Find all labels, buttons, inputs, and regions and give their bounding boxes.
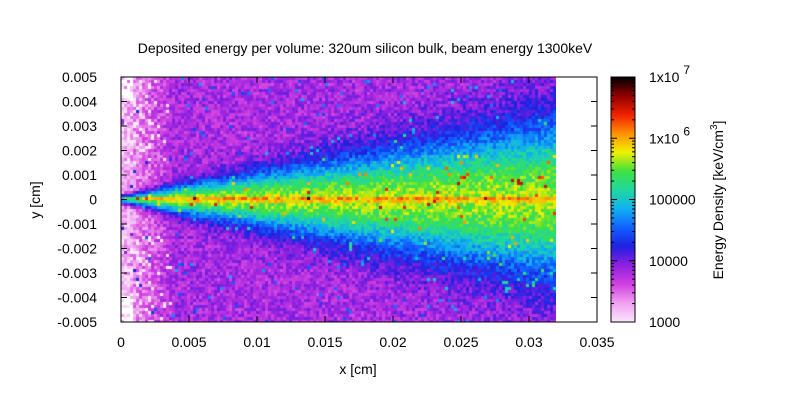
colorbar-tick-label: 10000 — [649, 253, 688, 269]
colorbar-label-close: ] — [710, 121, 726, 125]
x-tick-label: 0.035 — [579, 334, 614, 350]
x-axis: 0 0.005 0.01 0.015 0.02 0.025 0.03 0.035 — [117, 77, 615, 350]
x-tick-label: 0.02 — [379, 334, 406, 350]
colorbar-label: Energy Density [keV/cm3] — [709, 121, 726, 280]
x-tick-label: 0.025 — [443, 334, 478, 350]
y-tick-label: 0.004 — [62, 94, 97, 110]
y-tick-label: 0.001 — [62, 167, 97, 183]
x-tick-label: 0 — [117, 334, 125, 350]
y-tick-label: 0 — [89, 192, 97, 208]
x-tick-label: 0.03 — [515, 334, 542, 350]
y-tick-label: -0.004 — [57, 290, 97, 306]
x-axis-label: x [cm] — [339, 361, 376, 377]
y-tick-label: -0.002 — [57, 241, 97, 257]
x-tick-label: 0.01 — [243, 334, 270, 350]
y-tick-label: 0.003 — [62, 118, 97, 134]
y-tick-label: 0.002 — [62, 143, 97, 159]
y-axis-label: y [cm] — [27, 181, 43, 218]
y-tick-label: -0.003 — [57, 265, 97, 281]
y-tick-label: 0.005 — [62, 69, 97, 85]
colorbar-tick-label: 100000 — [649, 192, 696, 208]
chart-title: Deposited energy per volume: 320um silic… — [138, 40, 593, 56]
colorbar-tick-label: 1x10 6 — [649, 124, 690, 146]
colorbar-tick-label: 1000 — [649, 314, 680, 330]
x-tick-label: 0.005 — [171, 334, 206, 350]
x-tick-label: 0.015 — [307, 334, 342, 350]
colorbar-tick-exponent: 7 — [683, 63, 690, 77]
heatmap-image — [121, 77, 556, 322]
colorbar-label-exponent: 3 — [709, 124, 720, 130]
colorbar-ticks: 1x10 7 1x10 6 100000 10000 1000 — [611, 63, 696, 330]
y-tick-label: -0.005 — [57, 314, 97, 330]
colorbar-tick-exponent: 6 — [683, 124, 690, 138]
y-tick-label: -0.001 — [57, 216, 97, 232]
plot-area — [121, 77, 556, 322]
y-axis: 0.005 0.004 0.003 0.002 0.001 0 -0.001 -0.002 -0… — [57, 69, 597, 330]
colorbar-tick-label: 1x10 7 — [649, 63, 690, 85]
